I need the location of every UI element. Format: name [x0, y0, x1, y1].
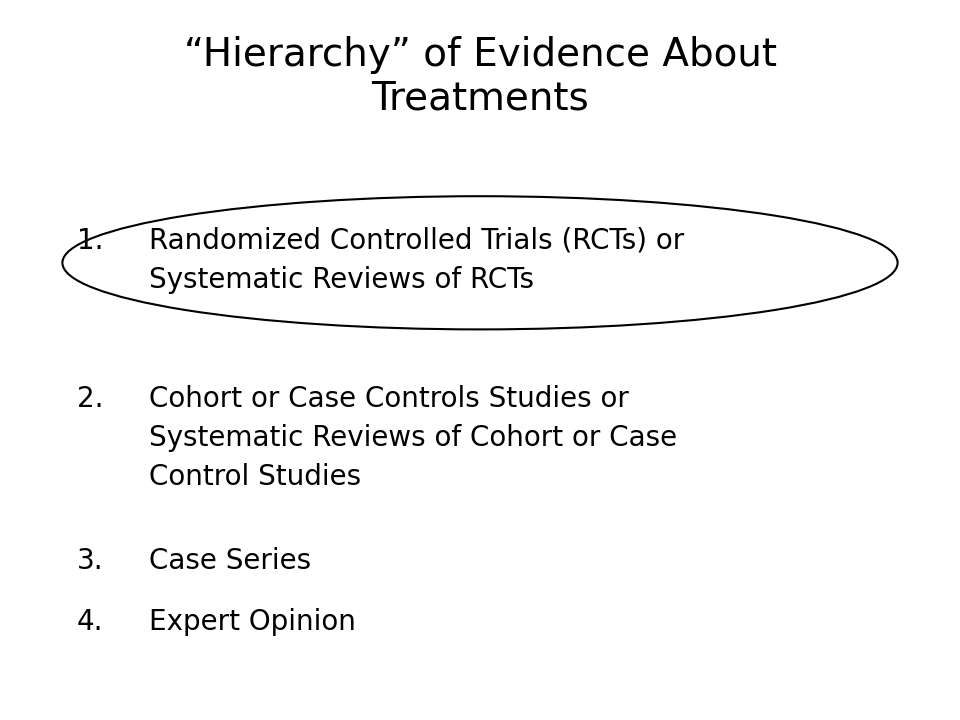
Text: Case Series: Case Series: [149, 547, 311, 575]
Text: 1.: 1.: [77, 227, 104, 255]
Text: Expert Opinion: Expert Opinion: [149, 608, 355, 636]
Text: “Hierarchy” of Evidence About
Treatments: “Hierarchy” of Evidence About Treatments: [183, 36, 777, 118]
Text: 3.: 3.: [77, 547, 104, 575]
Text: Cohort or Case Controls Studies or
Systematic Reviews of Cohort or Case
Control : Cohort or Case Controls Studies or Syste…: [149, 385, 677, 491]
Text: Randomized Controlled Trials (RCTs) or
Systematic Reviews of RCTs: Randomized Controlled Trials (RCTs) or S…: [149, 227, 684, 294]
Text: 2.: 2.: [77, 385, 104, 413]
Text: 4.: 4.: [77, 608, 104, 636]
